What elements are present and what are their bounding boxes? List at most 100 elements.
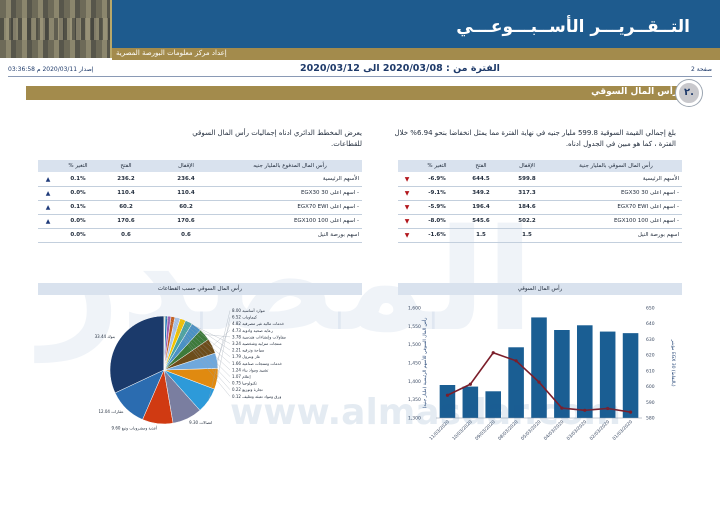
right-tick-label: 650 <box>646 306 655 312</box>
slice-label: 3.24 منتجات منزلية وشخصية <box>232 341 282 346</box>
cell-label: - اسهم اعلى EGX70 EWI <box>218 200 362 215</box>
cell-open: 0.6 <box>98 228 154 243</box>
left-axis-label: رأس المال السوقي للأسهم الرئيسية (مليار … <box>421 318 428 409</box>
leader-line <box>172 316 231 371</box>
cell-open: 60.2 <box>98 200 154 215</box>
right-tick-label: 640 <box>646 321 655 327</box>
slice-label: 1.66 خدمات ومنتجات صناعية <box>232 361 283 366</box>
cell-open: 196.4 <box>458 200 504 215</box>
watermark-url: www.almasdar.com <box>230 392 621 433</box>
cell-close: 1.5 <box>504 228 550 243</box>
cell-open: 236.2 <box>98 172 154 187</box>
cell-open: 545.6 <box>458 214 504 229</box>
leader-line <box>177 317 231 364</box>
slice-label: 0.12 ورق ومواد تعبئة وتغليف <box>232 394 281 399</box>
cell-change: 0.0% <box>58 186 98 201</box>
leader-line <box>204 334 231 338</box>
cell-change: 0.0% <box>58 228 98 243</box>
cell-label: - اسهم اعلى 100 EGX100 <box>550 214 682 229</box>
up-arrow-icon: ▲ <box>38 214 58 229</box>
left-tick-label: 1,600 <box>408 306 421 312</box>
table-row: ▲ 0.0% 170.6 170.6- اسهم اعلى 100 EGX100 <box>38 214 362 229</box>
cell-label: - اسهم اعلى 100 EGX100 <box>218 214 362 229</box>
cell-label: الأسهم الرئيسية <box>550 172 682 187</box>
up-arrow-icon: ▲ <box>38 200 58 215</box>
cell-change: -8.0% <box>416 214 458 229</box>
line-point <box>468 382 472 386</box>
cell-label: - اسهم اعلى EGX70 EWI <box>550 200 682 215</box>
right-axis-label: مؤشر EGX 30 (بالنقاط) <box>670 338 676 386</box>
down-arrow-icon: ▼ <box>398 200 416 215</box>
bar <box>576 325 593 418</box>
cell-change: 0.1% <box>58 200 98 215</box>
leader-line <box>169 316 231 377</box>
left-tick-label: 1,500 <box>408 342 421 348</box>
cell-open: 110.4 <box>98 186 154 201</box>
line-point <box>537 380 541 384</box>
cell-close: 170.6 <box>154 214 218 229</box>
cell-change: -5.9% <box>416 200 458 215</box>
line-point <box>583 408 587 412</box>
slice-label: 1.07 إعلام <box>232 374 251 380</box>
report-title: التــقــريـــر الأســبـــوعـــي <box>456 17 690 37</box>
left-tick-label: 1,350 <box>408 397 421 403</box>
col-open: الفتح <box>458 160 504 173</box>
slice-label: 1.79 غاز وبترول <box>232 354 260 359</box>
line-point <box>491 351 495 355</box>
page-number: صفحة 2 <box>691 66 712 73</box>
report-header <box>0 0 720 48</box>
slice-label: 1.24 تشييد ومواد بناء <box>232 367 268 372</box>
col-close: الإقفال <box>154 160 218 173</box>
slice-label: 3.78 مقاولات وإنشاءات هندسية <box>232 334 286 340</box>
cell-open: 644.5 <box>458 172 504 187</box>
cell-change: -6.9% <box>416 172 458 187</box>
col-close: الإقفال <box>504 160 550 173</box>
table-row: ▲ 0.0% 110.4 110.4- اسهم اعلى 30 EGX30 <box>38 186 362 201</box>
down-arrow-icon: ▼ <box>398 186 416 201</box>
table-row: ▼ -1.6% 1.5 1.5 اسهم بورصة النيل <box>398 228 682 243</box>
market-cap-summary: بلغ إجمالي القيمة السوقية 599.8 مليار جن… <box>394 129 676 148</box>
cell-close: 184.6 <box>504 200 550 215</box>
cell-label: الأسهم الرئيسية <box>218 172 362 187</box>
section-number: ٢. <box>684 87 694 98</box>
table-header-row: % التغير الفتح الإقفال رأس المال المدفوع… <box>38 160 362 173</box>
right-tick-label: 620 <box>646 353 655 359</box>
right-tick-label: 610 <box>646 368 655 374</box>
left-tick-label: 1,400 <box>408 379 421 385</box>
col-label: رأس المال السوقي بالمليار جنية <box>550 160 682 173</box>
cell-close: 502.2 <box>504 214 550 229</box>
col-label: رأس المال المدفوع بالمليار جنيه <box>218 160 362 173</box>
down-arrow-icon: ▼ <box>398 214 416 229</box>
cell-close: 60.2 <box>154 200 218 215</box>
leader-line <box>208 310 231 401</box>
divider <box>8 76 712 77</box>
section-bar <box>26 86 692 100</box>
sector-chart-note: يعرض المخطط الدائري ادناه إجماليات رأس ا… <box>192 129 362 148</box>
sector-pie-chart: 33.44 بنوك 12.04 عقارات 9.60 أغذية ومشروبا… <box>95 308 286 431</box>
up-arrow-icon: ▲ <box>38 172 58 187</box>
line-point <box>445 393 450 397</box>
slice-label: 0.22 تجارة وتوزيع <box>232 387 263 392</box>
table-row: ▼ -8.0% 545.6 502.2- اسهم اعلى 100 EGX100 <box>398 214 682 229</box>
table-row: ▼ -9.1% 349.2 317.3- اسهم اعلى 30 EGX30 <box>398 186 682 201</box>
right-tick-label: 630 <box>646 337 655 343</box>
prepared-by: إعداد مركز معلومات البورصة المصرية <box>116 49 227 57</box>
table-row: 0.0% 0.6 0.6 اسهم بورصة النيل <box>38 228 362 243</box>
bar <box>554 330 570 418</box>
cell-change: -1.6% <box>416 228 458 243</box>
left-tick-label: 1,550 <box>408 324 421 330</box>
leader-line <box>196 326 231 344</box>
leader-line <box>164 315 231 397</box>
section-title: رأس المال السوقي <box>591 87 678 97</box>
slice-label: 6.52 كيماويات <box>232 315 257 320</box>
leader-line <box>212 330 231 347</box>
cell-open: 349.2 <box>458 186 504 201</box>
cell-label: - اسهم اعلى 30 EGX30 <box>550 186 682 201</box>
right-tick-label: 600 <box>646 384 655 390</box>
line-point <box>514 359 518 363</box>
paid-cap-table: % التغير الفتح الإقفال رأس المال المدفوع… <box>38 160 362 243</box>
sector-chart-title: رأس المال السوقي حسب القطاعات <box>38 283 362 295</box>
up-arrow-icon: ▲ <box>38 186 58 201</box>
slice-label: 8.00 موارد أساسية <box>232 308 265 313</box>
bar <box>599 331 616 418</box>
